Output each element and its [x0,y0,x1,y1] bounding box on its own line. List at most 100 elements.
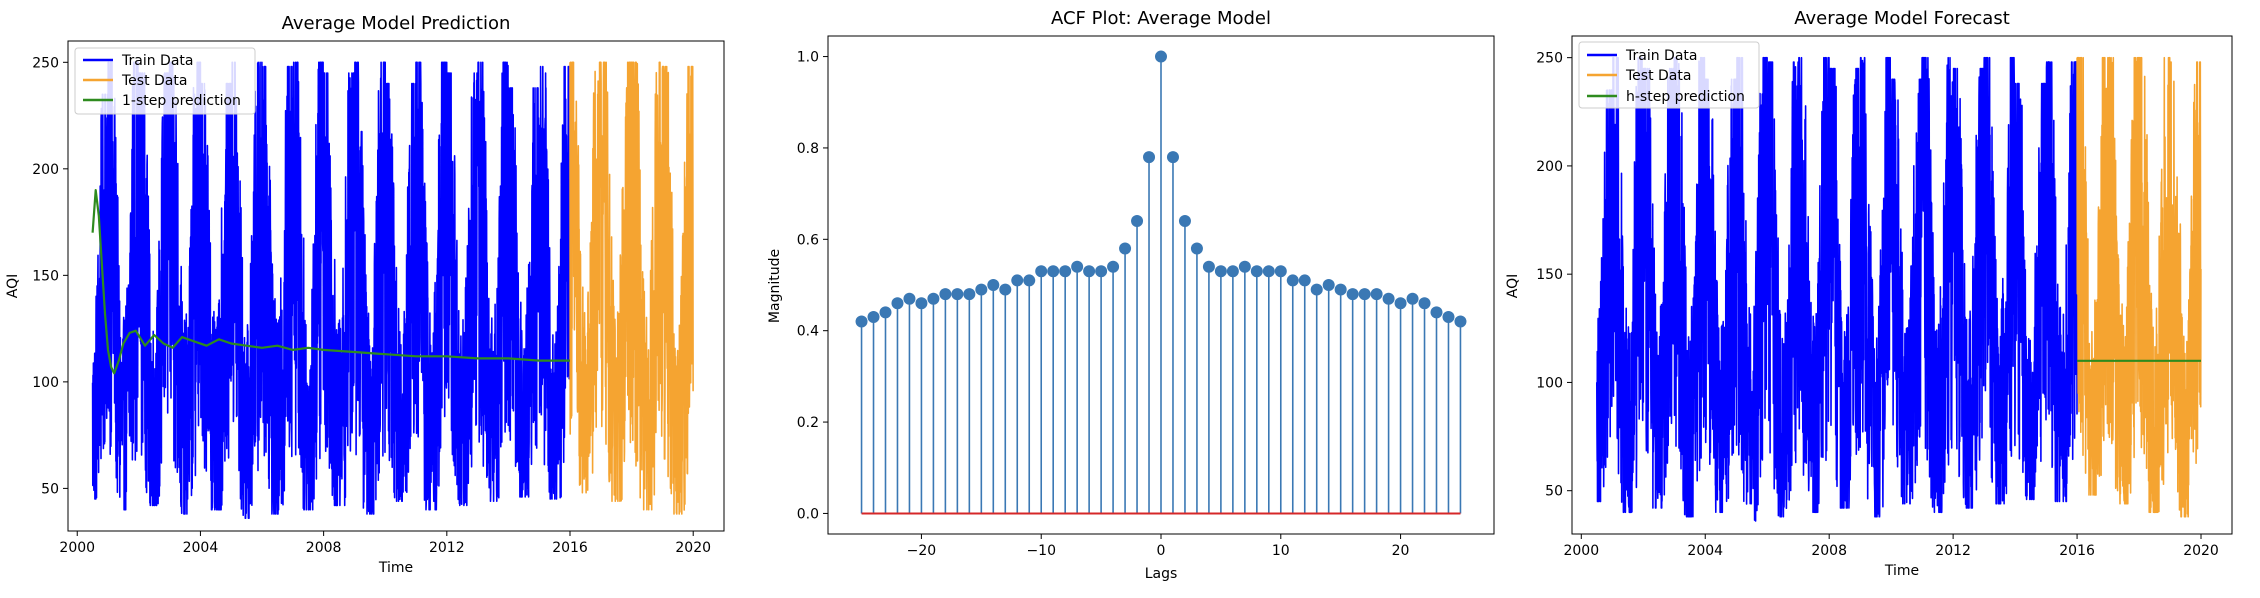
stem-marker [1346,288,1359,301]
y-tick-label: 1.0 [797,50,819,66]
stem-marker [1047,265,1060,278]
y-tick-label: 50 [41,481,59,497]
stem-marker [951,288,964,301]
stem-marker [1358,288,1371,301]
stem-marker [1059,265,1072,278]
x-tick-label: 2004 [183,540,219,556]
legend-label-prediction: 1-step prediction [122,93,241,109]
x-tick-label: 2008 [306,540,342,556]
stem-marker [1454,315,1467,328]
y-tick-label: 100 [32,375,59,391]
x-tick-label: 2012 [1935,543,1971,559]
legend: Train Data Test Data 1-step prediction [74,47,256,115]
stem-marker [1394,297,1407,310]
y-tick-label: 0.8 [797,141,819,157]
stem-marker [903,292,916,305]
stem-marker [1382,292,1395,305]
x-tick-label: 2000 [59,540,95,556]
y-tick-label: 250 [1536,51,1563,67]
x-axis-label: Time [378,560,413,576]
x-axis-label: Time [1884,563,1919,579]
stem-marker [939,288,952,301]
x-tick-label: 10 [1272,543,1290,559]
series-line-train-data [1596,56,2078,522]
legend-label-test: Test Data [1625,68,1691,84]
stem-marker [1214,265,1227,278]
y-axis-label: Magnitude [767,249,783,323]
y-axis-label: AQI [1505,274,1521,298]
stem-marker [1143,151,1156,164]
x-tick-label: 2012 [429,540,465,556]
series-line-test-data [569,61,694,515]
stem-marker [1322,279,1335,291]
y-tick-label: 0.6 [797,232,819,248]
stem-marker [1238,260,1251,273]
y-tick-label: 0.0 [797,506,819,522]
stem-marker [963,288,976,301]
stem-marker [1011,274,1024,287]
series-line-1-step-prediction [91,189,570,375]
x-tick-label: 2020 [2183,543,2219,559]
stem-marker [1166,151,1179,164]
legend-box [74,47,256,115]
stem-marker [891,297,904,310]
stem-marker [1430,306,1443,319]
y-tick-label: 100 [1536,375,1563,391]
stem-marker [1155,50,1167,63]
x-tick-label: 2020 [675,540,711,556]
x-tick-label: 2004 [1687,543,1723,559]
stem-marker [1442,310,1455,323]
plot-frame [67,40,725,532]
stem-marker [855,315,868,328]
x-tick-label: 2008 [1811,543,1847,559]
y-tick-label: 200 [32,162,59,178]
stem-marker [1310,283,1323,296]
legend-box [1578,41,1760,109]
stem-marker [1190,242,1203,255]
stem-marker [1250,265,1263,278]
legend-label-train: Train Data [1625,48,1697,64]
stem-marker [999,283,1012,296]
chart-title: Average Model Forecast [1794,8,2010,29]
prediction-chart: Average Model Prediction 2000 2004 2008 201… [5,13,725,576]
tick-labels: 2000 2004 2008 2012 2016 2020 50 100 150 200 250 [32,55,711,556]
stem-marker [1286,274,1299,287]
stem-marker [1274,265,1287,278]
y-tick-label: 0.4 [797,324,819,340]
stem-marker [1178,215,1191,228]
plot-area [1596,56,2202,522]
stem-marker [1226,265,1239,278]
stem-marker [1298,274,1311,287]
x-tick-label: 0 [1157,543,1166,559]
stem-marker [867,310,880,323]
stem-marker [1095,265,1108,278]
y-axis-label: AQI [5,274,21,298]
x-tick-label: 2016 [2059,543,2095,559]
legend-label-train: Train Data [121,53,193,69]
plot-area [855,50,1467,515]
x-tick-label: 20 [1392,543,1410,559]
tick-labels: 2000 2004 2008 2012 2016 2020 50 100 150 200 250 [1536,51,2219,559]
y-tick-label: 150 [1536,267,1563,283]
x-tick-label: 2000 [1563,543,1599,559]
stem-marker [1035,265,1048,278]
chart-title: Average Model Prediction [282,13,511,34]
stem-marker [987,279,1000,291]
stem-marker [1406,292,1419,305]
stem-marker [1071,260,1084,273]
stem-marker [1202,260,1215,273]
y-tick-label: 50 [1545,484,1563,500]
legend: Train Data Test Data h-step prediction [1578,41,1760,109]
plot-area [91,61,694,519]
series-line-train-data [91,61,571,519]
stem-marker [1119,242,1132,255]
plot-frame [827,35,1495,535]
chart-title: ACF Plot: Average Model [1051,8,1271,29]
stem-marker [1334,283,1347,296]
legend-label-test: Test Data [121,73,187,89]
legend-label-prediction: h-step prediction [1626,89,1745,105]
stem-marker [1418,297,1431,310]
stem-marker [1083,265,1096,278]
tick-labels: −20 −10 0 10 20 0.0 0.2 0.4 0.6 0.8 1.0 [797,50,1410,559]
